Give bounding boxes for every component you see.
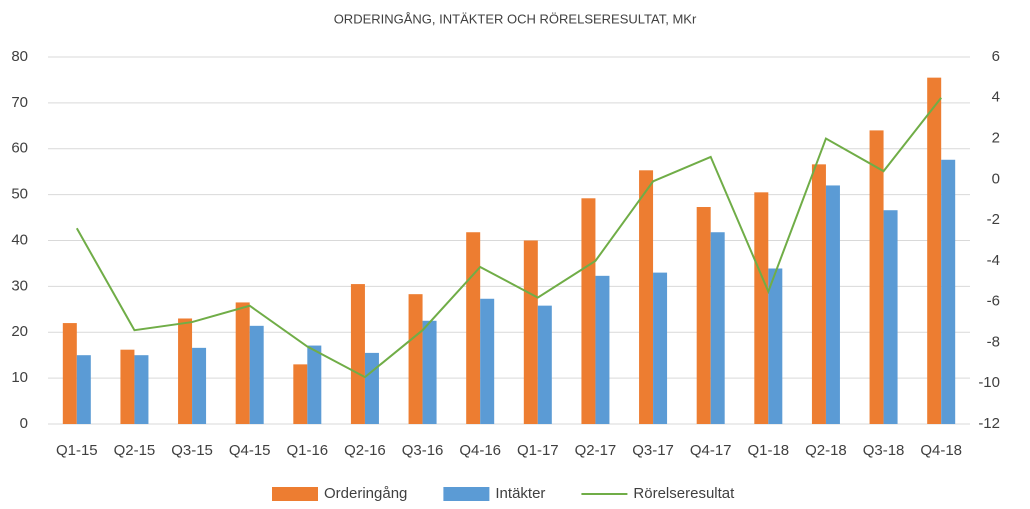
x-tick-label: Q2-17 [575,442,617,459]
y-tick-label: 80 [11,48,28,65]
bar [869,130,884,424]
x-tick-label: Q3-15 [171,442,213,459]
bar [120,349,135,424]
bar [408,294,423,424]
x-tick-label: Q4-16 [459,442,501,459]
bar [696,207,711,424]
bar [523,240,538,424]
x-tick-label: Q3-18 [863,442,905,459]
x-tick-label: Q2-18 [805,442,847,459]
bar [825,185,840,424]
bar [350,284,365,424]
x-tick-label: Q4-17 [690,442,732,459]
bar [134,355,149,424]
bar [466,232,481,424]
y2-tick-label: 4 [992,89,1000,106]
bar [927,77,942,425]
x-tick-label: Q3-16 [402,442,444,459]
y2-tick-label: 6 [992,48,1000,65]
legend-label: Rörelseresultat [633,485,735,502]
x-tick-label: Q2-15 [114,442,156,459]
chart-title: ORDERINGÅNG, INTÄKTER OCH RÖRELSERESULTA… [334,11,697,26]
bar [480,298,495,424]
y-tick-label: 70 [11,94,28,111]
bar [364,352,379,424]
bar [639,170,654,424]
y-tick-label: 60 [11,140,28,157]
x-tick-label: Q2-16 [344,442,386,459]
y2-tick-label: -12 [978,415,1000,432]
y2-tick-label: -6 [987,293,1000,310]
x-tick-label: Q1-18 [747,442,789,459]
bar [883,210,898,424]
legend-swatch [272,487,318,501]
bar [811,164,826,424]
bar [754,192,769,424]
legend-label: Orderingång [324,485,407,502]
bar [76,355,91,424]
y2-tick-label: -4 [987,252,1000,269]
x-tick-label: Q1-16 [286,442,328,459]
y-tick-label: 20 [11,323,28,340]
bar [235,302,250,424]
bar [581,198,596,424]
x-tick-label: Q4-18 [920,442,962,459]
bar [422,320,437,424]
bar [178,318,193,424]
y-tick-label: 50 [11,186,28,203]
x-tick-label: Q3-17 [632,442,674,459]
bar [62,323,77,424]
y2-tick-label: -10 [978,374,1000,391]
y-tick-label: 10 [11,369,28,386]
bar [307,345,322,424]
bar [249,325,264,424]
line [75,97,942,379]
y-tick-label: 0 [20,415,28,432]
bar [595,275,610,424]
bar [293,364,308,424]
y-tick-label: 30 [11,277,28,294]
bar [768,268,783,424]
y2-tick-label: 0 [992,170,1000,187]
bar [537,305,552,424]
legend-label: Intäkter [495,485,545,502]
x-tick-label: Q4-15 [229,442,271,459]
y2-tick-label: -2 [987,211,1000,228]
legend-swatch [443,487,490,501]
bar [192,347,207,424]
y2-tick-label: 2 [992,130,1000,147]
bar [941,159,956,424]
x-tick-label: Q1-15 [56,442,98,459]
x-tick-label: Q1-17 [517,442,559,459]
bar [710,232,725,424]
y2-tick-label: -8 [987,333,1000,350]
y-tick-label: 40 [11,231,28,248]
bar [653,272,668,424]
